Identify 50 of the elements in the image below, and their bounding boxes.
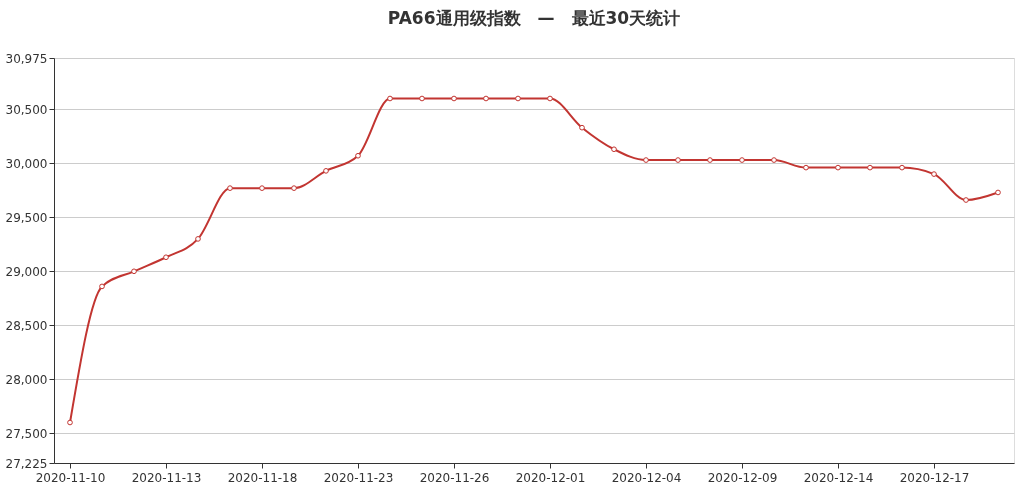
point <box>707 157 713 163</box>
point <box>515 95 521 102</box>
x-tick-label: 2020-12-09 <box>707 470 778 485</box>
point <box>227 185 233 191</box>
x-tick-label: 2020-12-01 <box>515 470 586 485</box>
y-tick-label: 27,500 <box>5 426 48 441</box>
x-tick-label: 2020-11-23 <box>323 470 394 485</box>
point <box>931 171 937 177</box>
point <box>355 152 361 159</box>
point <box>451 95 457 102</box>
point <box>899 164 905 171</box>
y-tick-label: 29,500 <box>5 210 48 225</box>
point <box>963 197 969 203</box>
x-tick-label: 2020-11-26 <box>419 470 490 485</box>
point <box>995 189 1001 196</box>
point <box>483 95 489 102</box>
point <box>803 164 809 171</box>
y-tick-label: 30,975 <box>5 51 48 66</box>
point <box>387 95 393 102</box>
point <box>323 168 329 174</box>
point <box>99 283 105 290</box>
y-tick-label: 30,000 <box>5 156 48 171</box>
point <box>67 419 73 426</box>
y-tick-label: 30,500 <box>5 102 48 117</box>
point <box>259 185 265 191</box>
x-tick-label: 2020-12-17 <box>899 470 970 485</box>
y-tick-label: 28,000 <box>5 372 48 387</box>
point <box>547 95 553 102</box>
x-tick-label: 2020-11-13 <box>131 470 202 485</box>
x-tick-label: 2020-12-04 <box>611 470 682 485</box>
point <box>195 236 201 242</box>
chart-title: PA66通用级指数 — 最近30天统计 <box>387 8 681 28</box>
point <box>163 254 169 261</box>
point <box>611 146 617 153</box>
y-tick-label: 27,225 <box>5 456 48 471</box>
point <box>835 164 841 171</box>
x-tick-label: 2020-11-18 <box>227 470 298 485</box>
point <box>131 268 137 275</box>
point <box>739 157 745 163</box>
point <box>867 164 873 171</box>
x-tick-label: 2020-11-10 <box>35 470 106 485</box>
point <box>643 157 649 163</box>
point <box>419 95 425 102</box>
y-tick-label: 28,500 <box>5 318 48 333</box>
point <box>771 157 777 163</box>
point <box>675 157 681 163</box>
y-tick-label: 29,000 <box>5 264 48 279</box>
point <box>579 124 585 131</box>
point <box>291 185 297 191</box>
x-tick-label: 2020-12-14 <box>803 470 874 485</box>
